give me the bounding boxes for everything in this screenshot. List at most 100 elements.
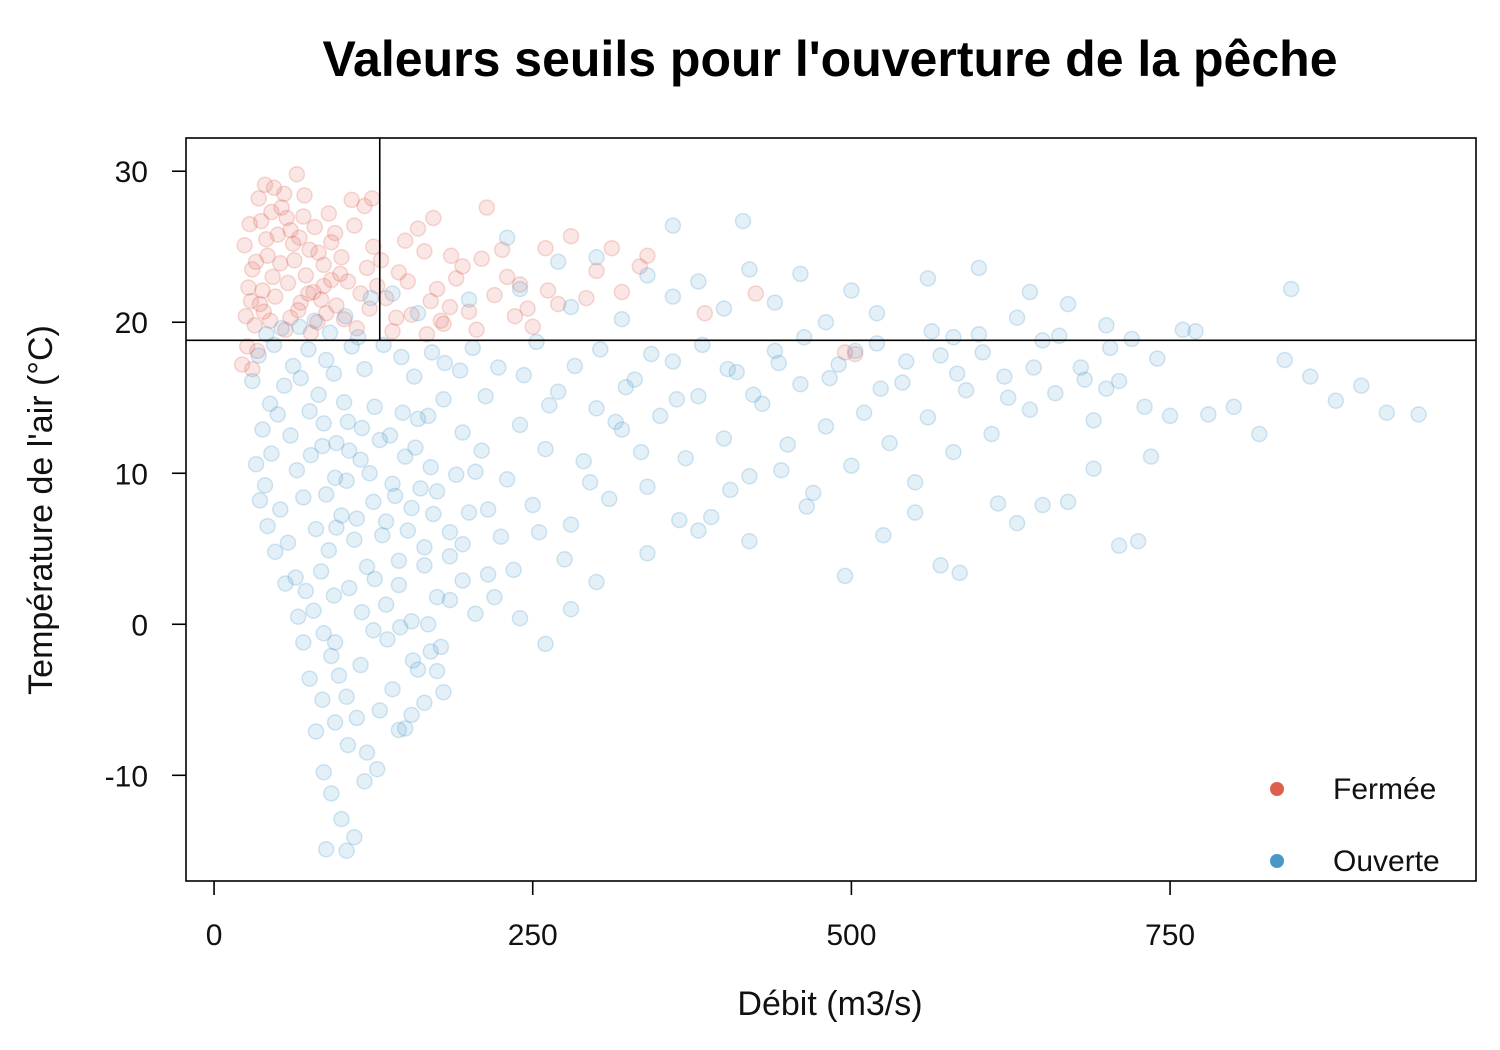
point-ouverte bbox=[843, 457, 860, 474]
point-ouverte bbox=[575, 452, 592, 470]
point-ouverte bbox=[671, 511, 688, 529]
point-ouverte bbox=[338, 472, 355, 490]
point-ouverte bbox=[273, 320, 290, 337]
point-ouverte bbox=[1025, 359, 1042, 376]
point-ouverte bbox=[317, 486, 335, 503]
point-ouverte bbox=[306, 312, 323, 329]
point-ouverte bbox=[1282, 280, 1300, 298]
point-ouverte bbox=[409, 410, 427, 428]
point-ouverte bbox=[325, 587, 343, 604]
point-ouverte bbox=[339, 736, 357, 754]
y-axis-label: Température de l'air (°C) bbox=[22, 325, 60, 695]
point-ouverte bbox=[690, 387, 707, 405]
point-ouverte bbox=[1008, 514, 1026, 532]
point-fermee bbox=[396, 232, 414, 249]
point-ouverte bbox=[384, 475, 401, 493]
point-ouverte bbox=[301, 670, 318, 687]
point-ouverte bbox=[338, 688, 355, 706]
chart-title: Valeurs seuils pour l'ouverture de la pê… bbox=[322, 31, 1338, 87]
point-ouverte bbox=[416, 557, 433, 574]
point-ouverte bbox=[511, 609, 529, 627]
point-ouverte bbox=[566, 357, 584, 375]
point-ouverte bbox=[932, 557, 949, 574]
legend-marker-ouverte bbox=[1270, 854, 1284, 868]
point-ouverte bbox=[734, 212, 752, 230]
point-fermee bbox=[549, 295, 567, 313]
point-ouverte bbox=[744, 386, 762, 403]
point-fermee bbox=[246, 317, 264, 334]
point-fermee bbox=[343, 191, 360, 209]
point-ouverte bbox=[441, 548, 459, 565]
point-fermee bbox=[259, 247, 276, 265]
point-ouverte bbox=[632, 443, 650, 461]
point-ouverte bbox=[1034, 496, 1051, 514]
point-ouverte bbox=[556, 551, 573, 568]
point-fermee bbox=[361, 300, 378, 317]
point-ouverte bbox=[999, 389, 1017, 406]
point-ouverte bbox=[346, 828, 363, 846]
point-ouverte bbox=[846, 342, 864, 360]
point-fermee bbox=[255, 303, 273, 320]
point-fermee bbox=[269, 226, 287, 243]
point-ouverte bbox=[1187, 323, 1204, 340]
point-ouverte bbox=[1353, 377, 1370, 394]
point-ouverte bbox=[390, 576, 408, 594]
point-fermee bbox=[306, 218, 323, 236]
point-ouverte bbox=[804, 484, 822, 502]
point-fermee bbox=[244, 360, 261, 378]
point-ouverte bbox=[295, 634, 312, 651]
point-fermee bbox=[603, 239, 621, 257]
point-fermee bbox=[519, 300, 536, 317]
point-ouverte bbox=[562, 516, 580, 533]
point-ouverte bbox=[330, 667, 348, 684]
point-ouverte bbox=[454, 572, 471, 589]
point-ouverte bbox=[314, 437, 331, 455]
point-fermee bbox=[493, 241, 511, 259]
point-ouverte bbox=[343, 338, 360, 355]
point-fermee bbox=[331, 265, 349, 283]
x-tick-label: 500 bbox=[826, 919, 876, 952]
point-ouverte bbox=[1136, 398, 1153, 416]
point-fermee bbox=[251, 295, 269, 313]
point-ouverte bbox=[412, 480, 429, 497]
point-ouverte bbox=[1110, 372, 1128, 390]
point-ouverte bbox=[447, 466, 465, 484]
point-ouverte bbox=[441, 591, 459, 609]
point-fermee bbox=[368, 277, 386, 295]
point-ouverte bbox=[643, 345, 660, 363]
point-ouverte bbox=[428, 662, 446, 680]
point-ouverte bbox=[607, 413, 624, 431]
point-ouverte bbox=[715, 300, 733, 317]
point-ouverte bbox=[391, 619, 409, 636]
point-fermee bbox=[296, 187, 313, 204]
point-fermee bbox=[363, 190, 381, 207]
point-ouverte bbox=[639, 478, 656, 496]
point-fermee bbox=[250, 190, 267, 207]
point-fermee bbox=[323, 233, 340, 251]
point-ouverte bbox=[386, 487, 404, 505]
point-ouverte bbox=[315, 415, 332, 432]
point-fermee bbox=[328, 297, 345, 314]
point-ouverte bbox=[353, 603, 371, 621]
point-fermee bbox=[339, 273, 357, 290]
x-tick-label: 750 bbox=[1145, 919, 1195, 952]
point-ouverte bbox=[511, 416, 529, 434]
point-ouverte bbox=[266, 543, 284, 561]
point-ouverte bbox=[320, 542, 338, 559]
point-ouverte bbox=[974, 344, 991, 361]
point-ouverte bbox=[498, 229, 516, 246]
point-fermee bbox=[264, 268, 281, 286]
point-ouverte bbox=[416, 539, 433, 556]
point-ouverte bbox=[381, 427, 399, 444]
point-ouverte bbox=[352, 451, 369, 468]
point-ouverte bbox=[377, 513, 395, 530]
point-fermee bbox=[846, 345, 864, 363]
point-ouverte bbox=[409, 661, 427, 678]
point-fermee bbox=[356, 197, 373, 215]
point-ouverte bbox=[639, 267, 656, 284]
point-fermee bbox=[286, 252, 303, 269]
point-ouverte bbox=[292, 369, 309, 387]
point-fermee bbox=[292, 294, 309, 311]
point-ouverte bbox=[664, 353, 682, 370]
point-ouverte bbox=[613, 310, 631, 328]
